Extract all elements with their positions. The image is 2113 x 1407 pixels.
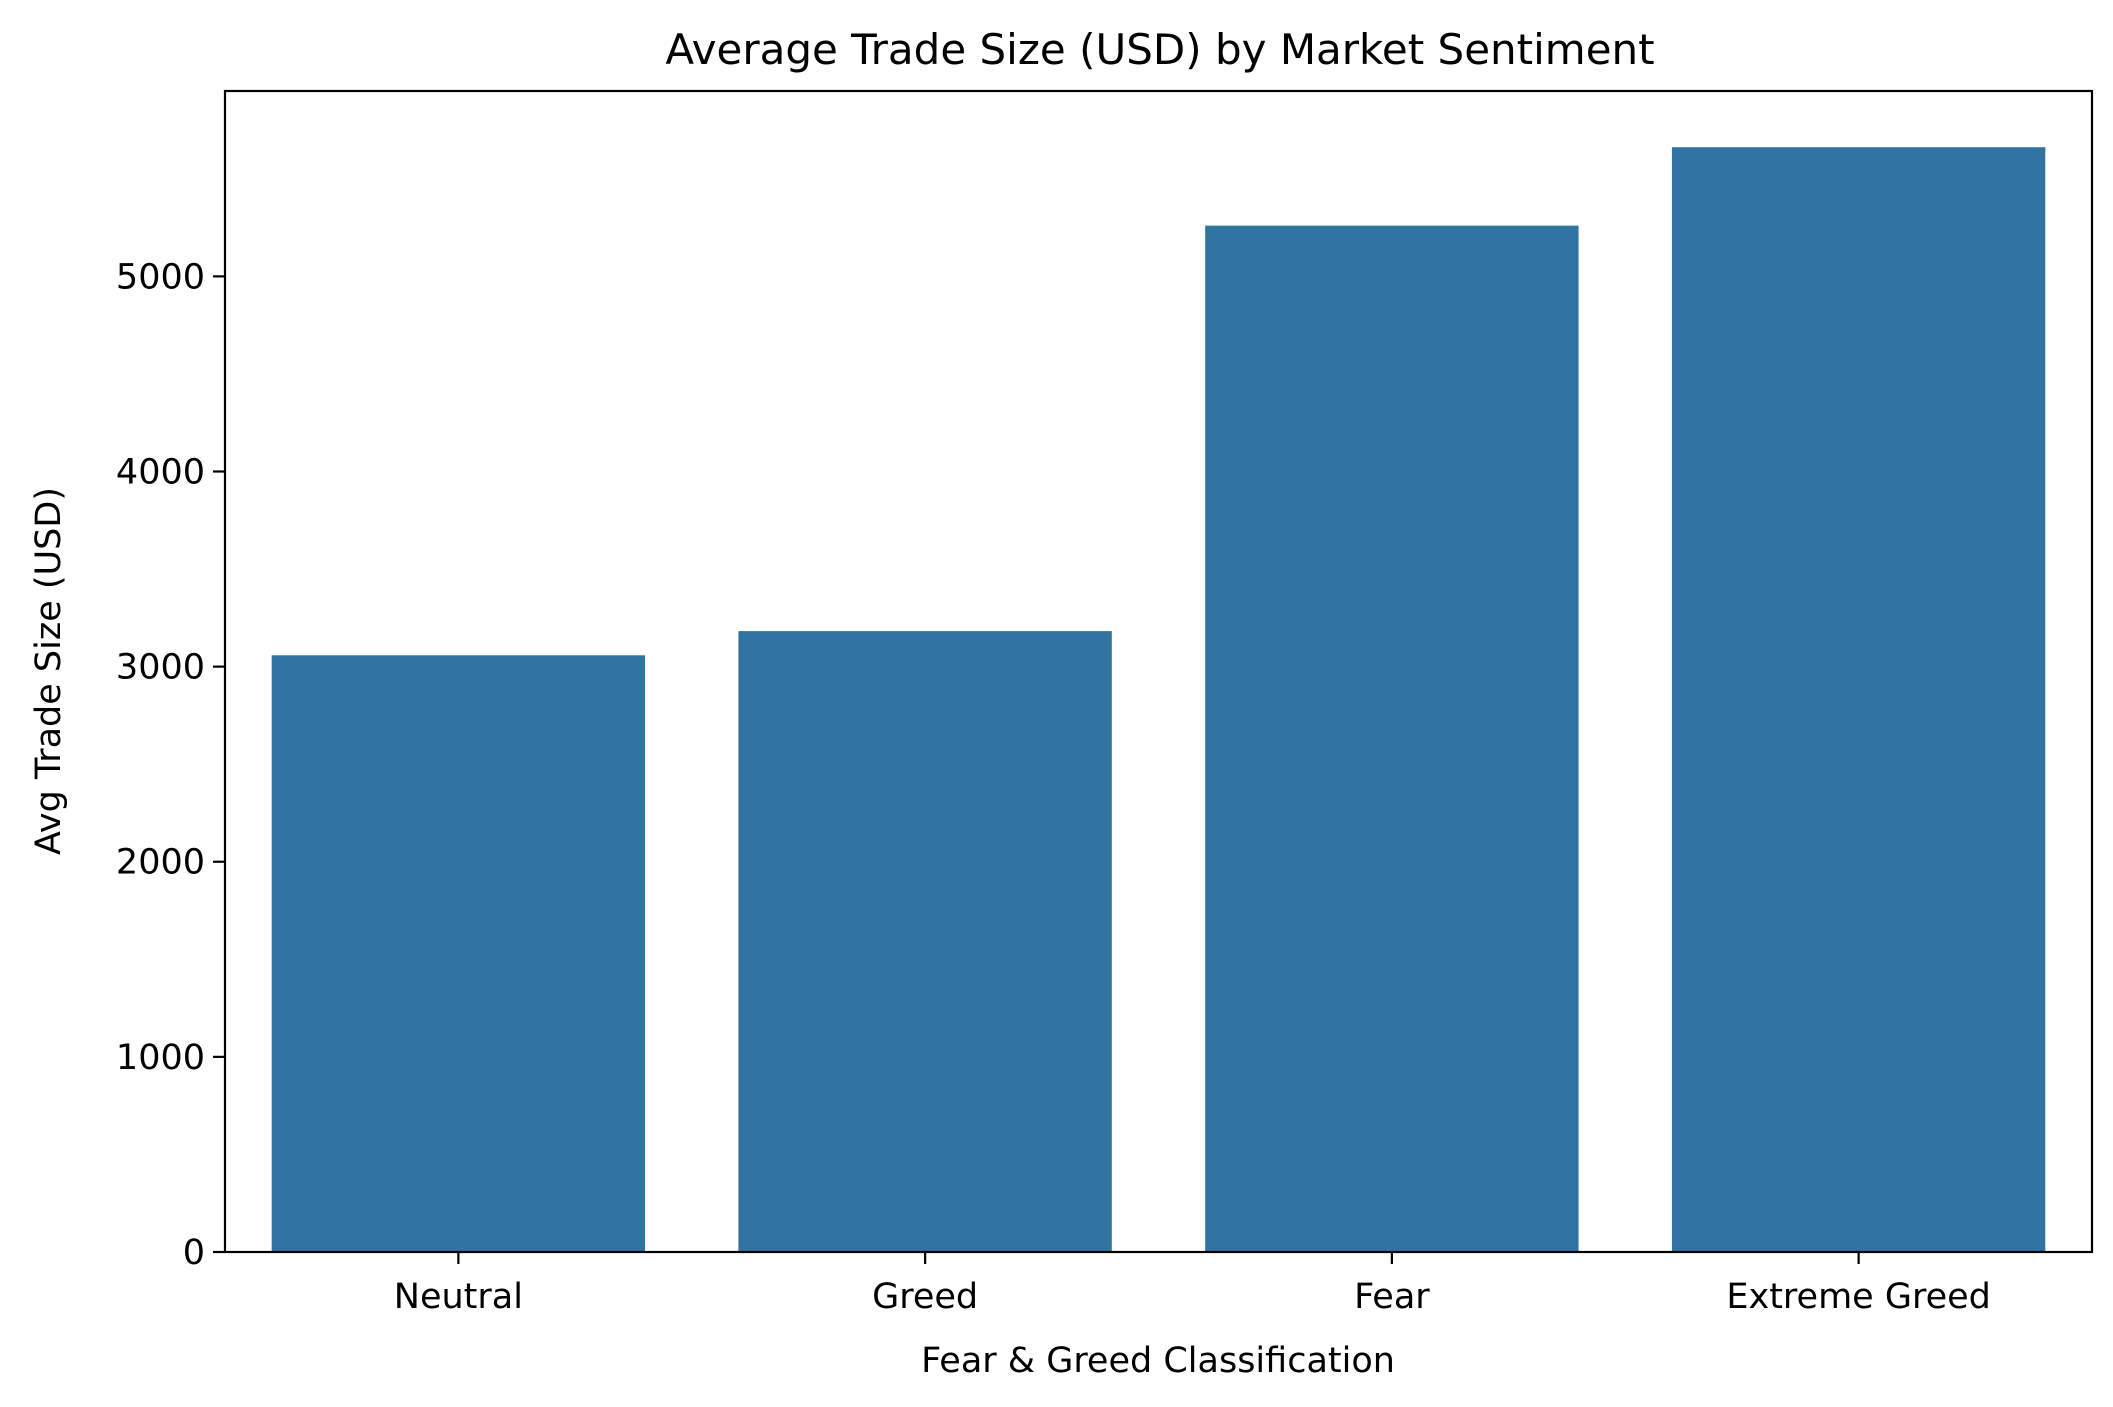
plot-area: 0 1000 2000 3000 4000 5000 Neutral Greed Fear Ex… [116, 89, 2094, 1317]
x-tick-label: Neutral [394, 1277, 523, 1317]
y-tick-label: 3000 [116, 648, 205, 688]
x-tick-label: Extreme Greed [1726, 1277, 1990, 1317]
x-tick-label: Greed [872, 1277, 978, 1317]
bar-extreme-greed [1671, 147, 2046, 1253]
y-tick-label: 0 [183, 1233, 205, 1273]
y-axis-label: Avg Trade Size (USD) [29, 487, 69, 855]
plot-frame [223, 89, 2094, 1254]
bar-greed [738, 631, 1112, 1252]
y-tick-label: 5000 [116, 257, 205, 297]
chart-title: Average Trade Size (USD) by Market Senti… [665, 25, 1654, 74]
bar-group [271, 147, 2046, 1253]
bar-neutral [271, 655, 646, 1252]
y-tick-label: 1000 [116, 1038, 205, 1078]
x-tick-label: Fear [1354, 1277, 1430, 1317]
x-axis-ticks: Neutral Greed Fear Extreme Greed [394, 1252, 1991, 1317]
y-tick-label: 4000 [116, 452, 205, 492]
y-tick-label: 2000 [116, 843, 205, 883]
x-axis-label: Fear & Greed Classification [921, 1341, 1395, 1381]
y-axis-ticks: 0 1000 2000 3000 4000 5000 [116, 257, 225, 1273]
bar-fear [1205, 225, 1579, 1253]
